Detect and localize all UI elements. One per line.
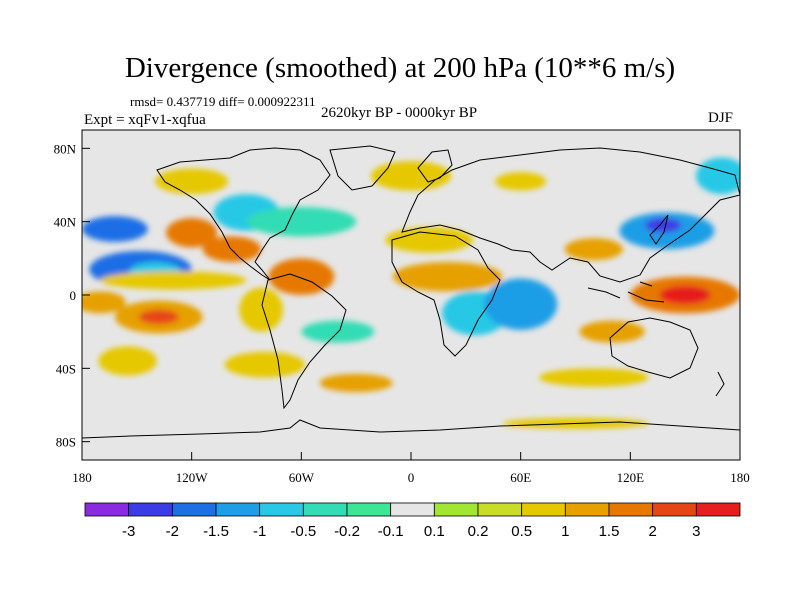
colorbar-label: 0.2 — [468, 523, 489, 540]
lon-label: 120W — [176, 470, 209, 485]
colorbar-box — [564, 502, 610, 517]
field-blob — [392, 262, 503, 292]
lon-label: 120E — [617, 470, 645, 485]
colorbar-label: 3 — [692, 523, 700, 540]
field-blob — [696, 157, 740, 195]
lat-label: 40N — [54, 215, 77, 230]
colorbar-label: 1 — [561, 523, 569, 540]
colorbar-label: -3 — [122, 523, 135, 540]
colorbar-label: 2 — [648, 523, 656, 540]
coast-new-zealand — [715, 371, 725, 397]
colorbar-box — [302, 502, 348, 517]
plot-title: Divergence (smoothed) at 200 hPa (10**6 … — [124, 52, 676, 84]
coastlines — [82, 145, 740, 439]
colorbar-box — [608, 502, 654, 517]
experiment-label: Expt = xqFv1-xqfua — [84, 112, 206, 128]
colorbar: -3 -2 -1.5 -1 -0.5 -0.2 -0.1 0.1 0.2 0.5 1 1.5 2 3 — [84, 502, 741, 540]
lat-label: 80S — [56, 435, 76, 450]
field-blob — [319, 373, 393, 393]
field-blob — [100, 271, 247, 290]
field-blob — [659, 285, 711, 305]
lon-label: 60E — [510, 470, 531, 485]
coast-greenland — [329, 145, 396, 191]
field-blob — [385, 227, 474, 253]
field-blob — [239, 287, 284, 332]
field-blob — [246, 207, 357, 237]
field-blob — [268, 258, 335, 295]
field-blob — [495, 172, 547, 191]
field-blob — [224, 351, 305, 378]
colorbar-label: -1.5 — [203, 523, 229, 540]
coast-africa — [391, 231, 501, 357]
colorbar-label: -1 — [253, 523, 266, 540]
period-label: 2620kyr BP - 0000kyr BP — [321, 105, 478, 121]
colorbar-label: 0.1 — [424, 523, 445, 540]
coast-scandinavia — [417, 149, 453, 183]
field-blob — [644, 218, 682, 233]
colorbar-label: -0.2 — [334, 523, 360, 540]
season-label: DJF — [708, 110, 734, 126]
lat-labels: 80N 40N 0 40S 80S — [54, 141, 77, 449]
field-blob — [370, 161, 452, 191]
field-blob — [538, 368, 649, 387]
colorbar-box — [215, 502, 261, 517]
field-blob — [564, 238, 624, 261]
field-blob — [98, 346, 157, 376]
colorbar-box — [128, 502, 173, 517]
map-ticks — [81, 147, 741, 460]
coast-south-america — [261, 273, 347, 410]
colorbar-box — [652, 502, 697, 517]
colorbar-box — [695, 502, 741, 517]
lat-label: 0 — [70, 288, 77, 303]
colorbar-box — [84, 502, 130, 517]
lon-label: 60W — [289, 470, 315, 485]
lat-label: 40S — [56, 361, 76, 376]
lat-label: 80N — [54, 141, 77, 156]
field-blob — [155, 168, 229, 195]
colorbar-box — [477, 502, 523, 517]
coast-north-america — [156, 147, 331, 281]
coast-eurasia — [401, 147, 740, 283]
field-blob — [166, 218, 218, 248]
colorbar-box — [259, 502, 304, 517]
colorbar-label: -0.1 — [378, 523, 404, 540]
colorbar-box — [171, 502, 217, 517]
coast-japan — [649, 214, 669, 245]
colorbar-box — [433, 502, 479, 517]
field-blob — [202, 236, 262, 262]
colorbar-label: -2 — [166, 523, 179, 540]
colorbar-box — [390, 502, 435, 517]
coast-antarctica — [82, 419, 740, 439]
colorbar-box — [521, 502, 566, 517]
field-blob — [484, 278, 558, 330]
stats-text: rmsd= 0.437719 diff= 0.000922311 — [130, 94, 316, 109]
colorbar-box — [346, 502, 392, 517]
colorbar-label: -0.5 — [290, 523, 316, 540]
map-panel: 80N 40N 0 40S 80S 180 120W 60W 0 60E 120E 180 — [54, 129, 750, 485]
colorbar-label: 0.5 — [511, 523, 532, 540]
coast-australia — [609, 317, 699, 379]
field-blob — [579, 320, 645, 343]
field-blob — [82, 291, 126, 314]
field-blob — [138, 309, 179, 325]
lon-label: 0 — [408, 470, 415, 485]
field-blob — [82, 216, 148, 242]
lon-label: 180 — [730, 470, 750, 485]
coast-indonesia — [587, 281, 665, 303]
colorbar-labels: -3 -2 -1.5 -1 -0.5 -0.2 -0.1 0.1 0.2 0.5 1 1.5 2 3 — [122, 523, 701, 540]
colorbar-boxes — [84, 502, 741, 517]
lon-labels: 180 120W 60W 0 60E 120E 180 — [72, 470, 750, 485]
lon-label: 180 — [72, 470, 92, 485]
colorbar-label: 1.5 — [599, 523, 620, 540]
